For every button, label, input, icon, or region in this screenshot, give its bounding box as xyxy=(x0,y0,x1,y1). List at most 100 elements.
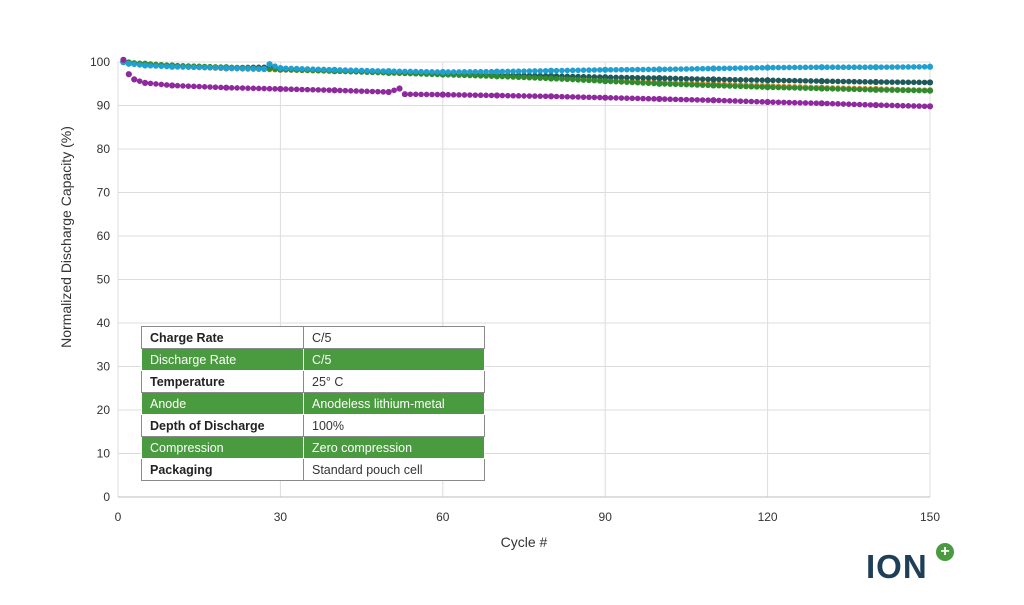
series-trail-point xyxy=(510,68,516,75)
series-trail-point xyxy=(347,87,354,94)
series-trail-point xyxy=(883,102,890,109)
series-trail-point xyxy=(910,87,917,94)
series-trail-point xyxy=(158,81,165,88)
series-trail-point xyxy=(196,83,202,90)
series-trail-point xyxy=(283,65,289,72)
series-trail-point xyxy=(726,65,733,72)
series-trail-point xyxy=(532,93,538,99)
series-trail-point xyxy=(553,93,560,100)
data-point xyxy=(602,94,609,101)
series-trail-point xyxy=(207,64,213,71)
series-trail-point xyxy=(618,95,625,101)
series-trail-point xyxy=(477,92,484,99)
series-trail-point xyxy=(689,81,695,88)
series-trail-point xyxy=(640,66,646,73)
series-trail-point xyxy=(791,99,798,106)
series-trail-point xyxy=(407,68,414,75)
series-trail-point xyxy=(407,91,414,98)
series-trail-point xyxy=(515,93,522,99)
series-trail-point xyxy=(174,64,181,70)
series-trail-point xyxy=(737,77,744,83)
series-trail-point xyxy=(613,66,619,73)
series-trail-point xyxy=(889,79,895,85)
series-trail-point xyxy=(748,65,755,71)
series-trail-point xyxy=(889,64,895,70)
series-trail-point xyxy=(396,68,403,75)
data-point xyxy=(125,71,132,78)
series-trail-point xyxy=(618,66,625,73)
series-trail-point xyxy=(721,97,728,104)
series-trail-point xyxy=(802,78,809,84)
series-trail-point xyxy=(315,66,322,73)
series-trail-point xyxy=(748,98,755,105)
series-trail-point xyxy=(261,85,267,92)
series-trail-point xyxy=(775,84,782,91)
y-tick-label: 80 xyxy=(97,142,111,156)
series-trail-point xyxy=(689,66,695,72)
series-trail-point xyxy=(905,64,912,70)
series-trail-point xyxy=(667,66,673,73)
data-point xyxy=(872,101,879,109)
series-trail-point xyxy=(418,91,424,98)
series-trail-point xyxy=(304,86,311,93)
series-trail-point xyxy=(342,87,349,94)
series-trail-point xyxy=(607,95,614,101)
data-point xyxy=(223,84,230,91)
series-trail-point xyxy=(228,65,235,72)
y-tick-label: 50 xyxy=(97,273,111,287)
series-trail-point xyxy=(721,76,728,83)
series-trail-point xyxy=(786,84,793,91)
series-trail-point xyxy=(716,65,722,72)
logo-plus-icon: + xyxy=(936,543,954,561)
series-trail-point xyxy=(883,64,890,70)
data-point xyxy=(602,78,609,85)
series-trail-point xyxy=(537,75,544,81)
series-trail-point xyxy=(174,82,181,89)
series-trail-point xyxy=(775,64,782,71)
series-trail-point xyxy=(218,84,224,91)
series-trail-point xyxy=(499,73,506,80)
series-trail-point xyxy=(808,85,814,92)
series-trail-point xyxy=(504,68,511,75)
series-trail-point xyxy=(158,63,165,70)
series-trail-point xyxy=(678,75,684,82)
series-trail-point xyxy=(916,87,922,94)
series-trail-point xyxy=(651,66,657,73)
series-trail-point xyxy=(661,81,668,87)
series-trail-point xyxy=(867,79,874,85)
series-trail-point xyxy=(293,86,300,93)
data-point xyxy=(926,87,934,94)
series-trail-point xyxy=(472,68,479,75)
series-trail-point xyxy=(699,65,706,72)
series-trail-point xyxy=(212,84,219,91)
series-trail-point xyxy=(781,84,787,91)
series-trail-point xyxy=(580,94,587,100)
series-trail-point xyxy=(429,69,435,75)
series-trail-point xyxy=(450,69,457,75)
series-trail-point xyxy=(245,85,251,91)
series-trail-point xyxy=(185,64,192,70)
condition-key: Charge Rate xyxy=(141,326,304,349)
series-trail-point xyxy=(147,80,154,87)
series-trail-point xyxy=(883,87,890,93)
series-trail-point xyxy=(753,65,760,71)
data-point xyxy=(331,87,338,94)
series-trail-point xyxy=(808,64,814,71)
series-trail-point xyxy=(364,88,370,95)
series-trail-point xyxy=(840,101,847,107)
series-trail-point xyxy=(607,78,614,85)
series-trail-point xyxy=(856,101,863,108)
series-trail-point xyxy=(705,82,711,89)
series-trail-point xyxy=(575,67,581,74)
series-trail-point xyxy=(661,66,668,73)
series-trail-point xyxy=(515,68,522,75)
series-4 xyxy=(120,56,934,110)
series-trail-point xyxy=(467,68,473,75)
series-trail-point xyxy=(667,96,673,103)
series-trail-point xyxy=(163,82,170,88)
series-trail-point xyxy=(829,85,836,92)
series-trail-point xyxy=(190,83,197,90)
series-trail-point xyxy=(445,91,452,98)
series-trail-point xyxy=(245,65,251,72)
series-trail-point xyxy=(683,66,690,72)
